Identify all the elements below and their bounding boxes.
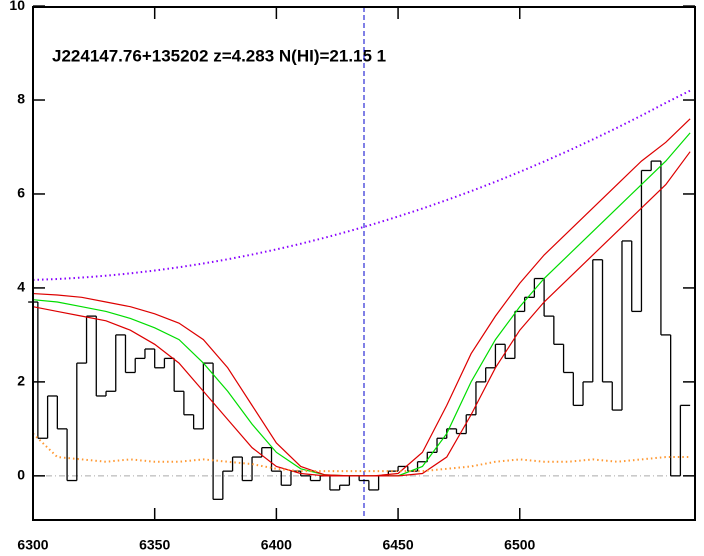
y-tick-label: 6 bbox=[17, 185, 25, 201]
y-tick-label: 2 bbox=[17, 373, 25, 389]
y-tick-label: 4 bbox=[17, 279, 25, 295]
chart-title: J224147.76+135202 z=4.283 N(HI)=21.15 1 bbox=[52, 46, 386, 65]
x-tick-label: 6450 bbox=[382, 537, 413, 553]
dotted-curve bbox=[32, 89, 691, 281]
dotted-curve bbox=[32, 432, 691, 473]
x-tick-label: 6300 bbox=[17, 537, 48, 553]
y-tick-label: 8 bbox=[17, 91, 25, 107]
x-tick-label: 6400 bbox=[261, 537, 292, 553]
y-tick-label: 0 bbox=[17, 467, 25, 483]
y-tick-label: 10 bbox=[9, 0, 25, 13]
x-tick-label: 6500 bbox=[504, 537, 535, 553]
plot-frame bbox=[32, 6, 696, 521]
x-tick-label: 6350 bbox=[139, 537, 170, 553]
fit-curve bbox=[32, 151, 691, 477]
